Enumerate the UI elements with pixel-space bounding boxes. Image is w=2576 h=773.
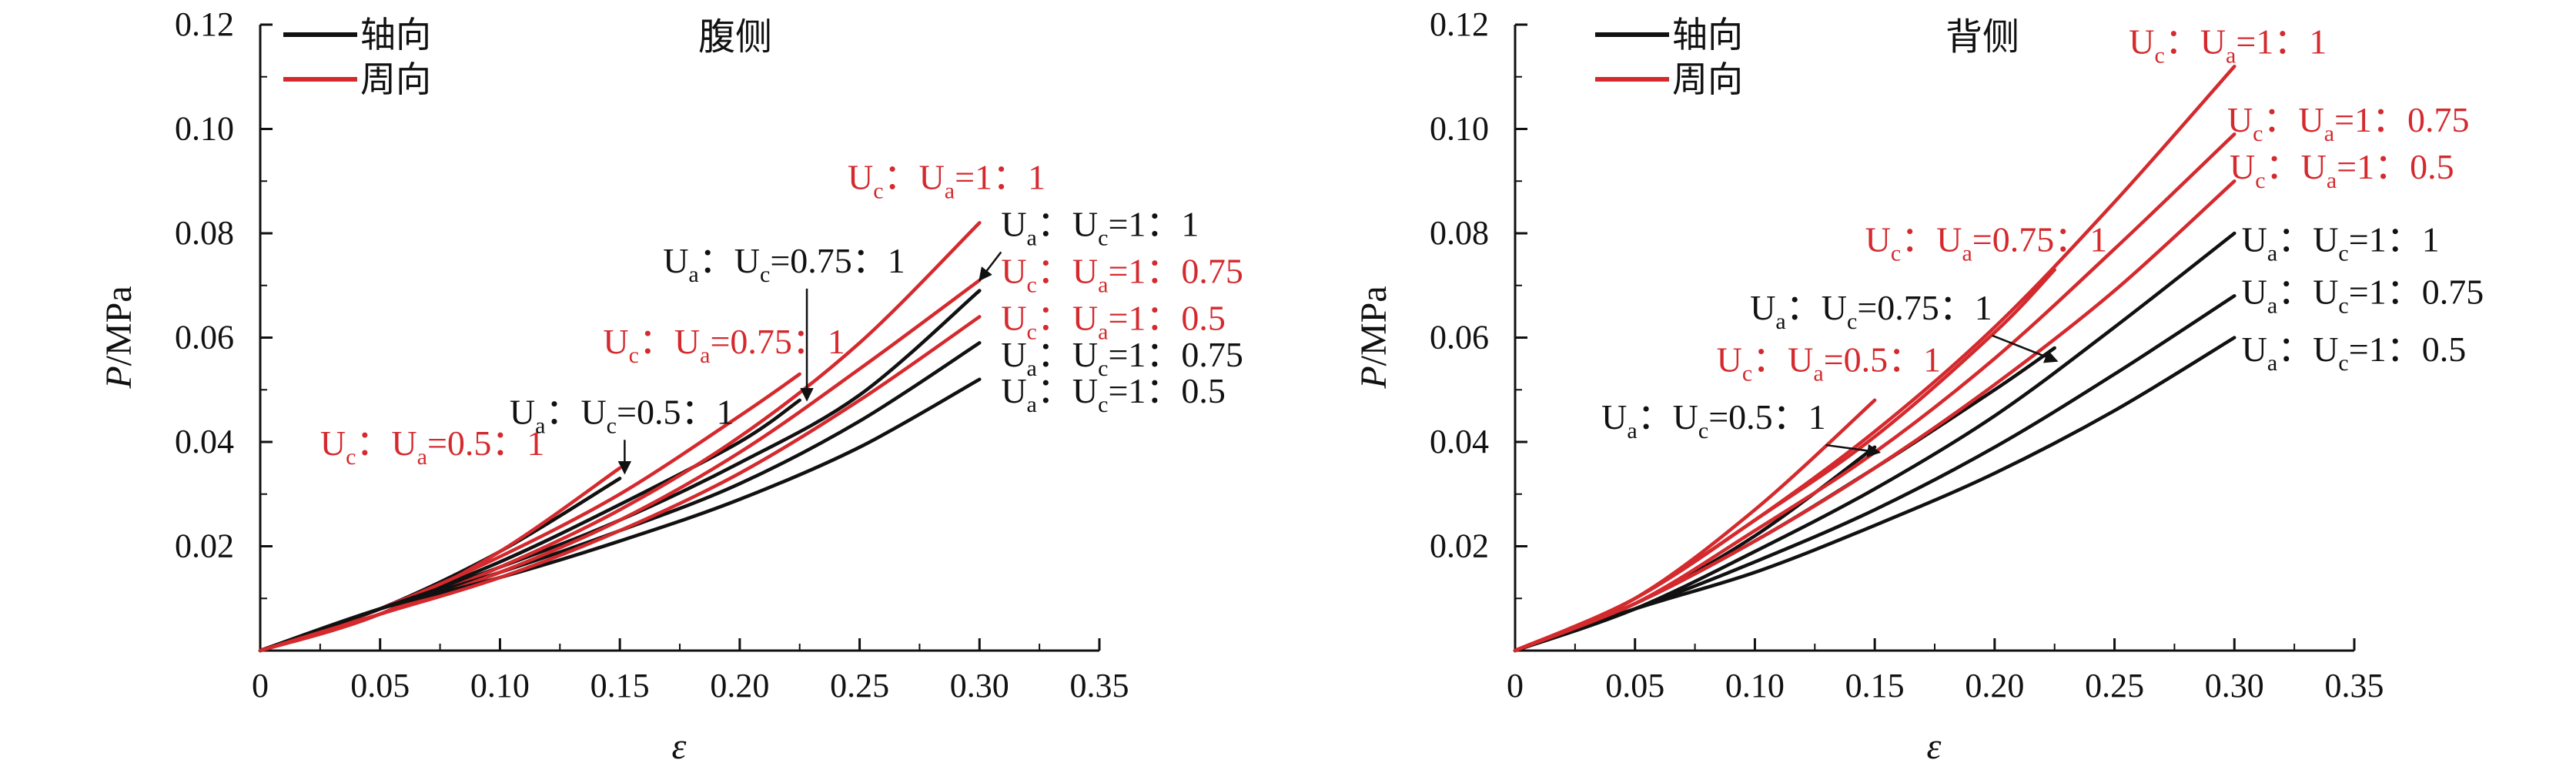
y-tick-label: 0.02 — [175, 527, 234, 565]
x-tick-label: 0.35 — [1070, 667, 1129, 704]
series-annotation: Ua：Uc=1：0.5 — [1001, 371, 1226, 417]
series-line-circumferential — [1513, 64, 2236, 653]
chart-panel-2: 0 0.05 0.10 0.15 0.20 0.25 0.30 0.35 0.02 0.04 0.0… — [1353, 5, 2484, 767]
x-tick-label: 0 — [1507, 667, 1524, 704]
x-tick-label: 0.35 — [2325, 667, 2384, 704]
legend-label-circ: 周向 — [1672, 59, 1743, 100]
series-annotation: Uc：Ua=1：0.5 — [2230, 147, 2454, 193]
legend-label-circ: 周向 — [360, 59, 431, 100]
panel-title: 腹侧 — [698, 15, 772, 59]
x-axis-title: ε — [1927, 726, 1942, 767]
series-annotation: Ua：Uc=1：0.75 — [1001, 335, 1243, 381]
y-tick-label: 0.02 — [1430, 527, 1489, 565]
series-annotation: Uc：Ua=1：0.75 — [1001, 251, 1243, 297]
legend-label-axial: 轴向 — [1672, 14, 1743, 55]
x-tick-label: 0.10 — [1725, 667, 1785, 704]
series-line-axial — [258, 377, 982, 653]
x-tick-label: 0.25 — [2085, 667, 2144, 704]
series-annotation: Uc：Ua=0.75：1 — [1865, 220, 2108, 266]
x-tick-label: 0.05 — [350, 667, 410, 704]
series-line-axial — [258, 477, 622, 653]
x-tick-label: 0.25 — [830, 667, 889, 704]
series-annotation: Uc：Ua=1：0.5 — [1001, 298, 1226, 344]
series-annotation: Ua：Uc=0.5：1 — [1601, 397, 1826, 443]
y-tick-label: 0.10 — [175, 110, 234, 148]
y-tick-label: 0.12 — [1430, 5, 1489, 43]
chart-panel-1: 0 0.05 0.10 0.15 0.20 0.25 0.30 0.35 0.02 0.04 0.0… — [99, 5, 1243, 767]
y-tick-label: 0.04 — [175, 423, 234, 460]
series-annotation: Uc：Ua=1：1 — [2129, 22, 2327, 68]
series-line-circumferential — [1513, 179, 2236, 653]
y-tick-label: 0.10 — [1430, 110, 1489, 148]
y-axis-title: P/MPa — [99, 286, 139, 389]
y-axis-title: P/MPa — [1353, 286, 1394, 389]
series-annotation: Ua：Uc=0.75：1 — [663, 241, 905, 287]
x-tick-label: 0.05 — [1605, 667, 1664, 704]
x-tick-label: 0.15 — [1845, 667, 1905, 704]
series-annotation: Uc：Ua=0.75：1 — [603, 322, 845, 368]
y-tick-label: 0.08 — [175, 214, 234, 252]
series-annotation: Uc：Ua=0.5：1 — [1717, 340, 1942, 386]
annotation-arrow — [979, 251, 1002, 282]
x-axis-title: ε — [672, 726, 687, 767]
y-tick-label: 0.06 — [175, 319, 234, 356]
x-tick-label: 0.30 — [2205, 667, 2264, 704]
annotation-arrow — [1825, 443, 1882, 458]
series-line-circumferential — [1513, 132, 2236, 653]
series-annotation: Uc：Ua=0.5：1 — [320, 423, 545, 470]
series-annotation: Ua：Uc=1：0.75 — [2242, 272, 2484, 318]
x-tick-label: 0.20 — [1965, 667, 2024, 704]
series-annotation: Ua：Uc=0.5：1 — [510, 392, 734, 438]
x-tick-label: 0.20 — [710, 667, 769, 704]
y-tick-label: 0.04 — [1430, 423, 1489, 460]
y-tick-label: 0.12 — [175, 5, 234, 43]
series-line-axial — [1513, 336, 2236, 653]
series-annotation: Uc：Ua=1：1 — [848, 157, 1045, 203]
legend-label-axial: 轴向 — [360, 14, 431, 55]
annotation-arrow — [1992, 334, 2059, 363]
x-tick-label: 0.10 — [470, 667, 530, 704]
series-annotation: Ua：Uc=1：0.5 — [2242, 330, 2467, 376]
series-annotation: Ua：Uc=0.75：1 — [1750, 288, 1992, 334]
x-tick-label: 0 — [252, 667, 269, 704]
x-tick-label: 0.15 — [590, 667, 650, 704]
y-tick-label: 0.06 — [1430, 319, 1489, 356]
series-line-circumferential — [1513, 398, 1877, 653]
series-line-axial — [258, 341, 982, 653]
y-tick-label: 0.08 — [1430, 214, 1489, 252]
x-tick-label: 0.30 — [950, 667, 1009, 704]
series-annotation: Uc：Ua=1：0.75 — [2227, 100, 2470, 146]
series-line-circumferential — [258, 315, 982, 653]
series-annotation: Ua：Uc=1：1 — [2242, 220, 2440, 266]
panel-title: 背侧 — [1945, 15, 2019, 59]
series-annotation: Ua：Uc=1：1 — [1001, 204, 1199, 250]
